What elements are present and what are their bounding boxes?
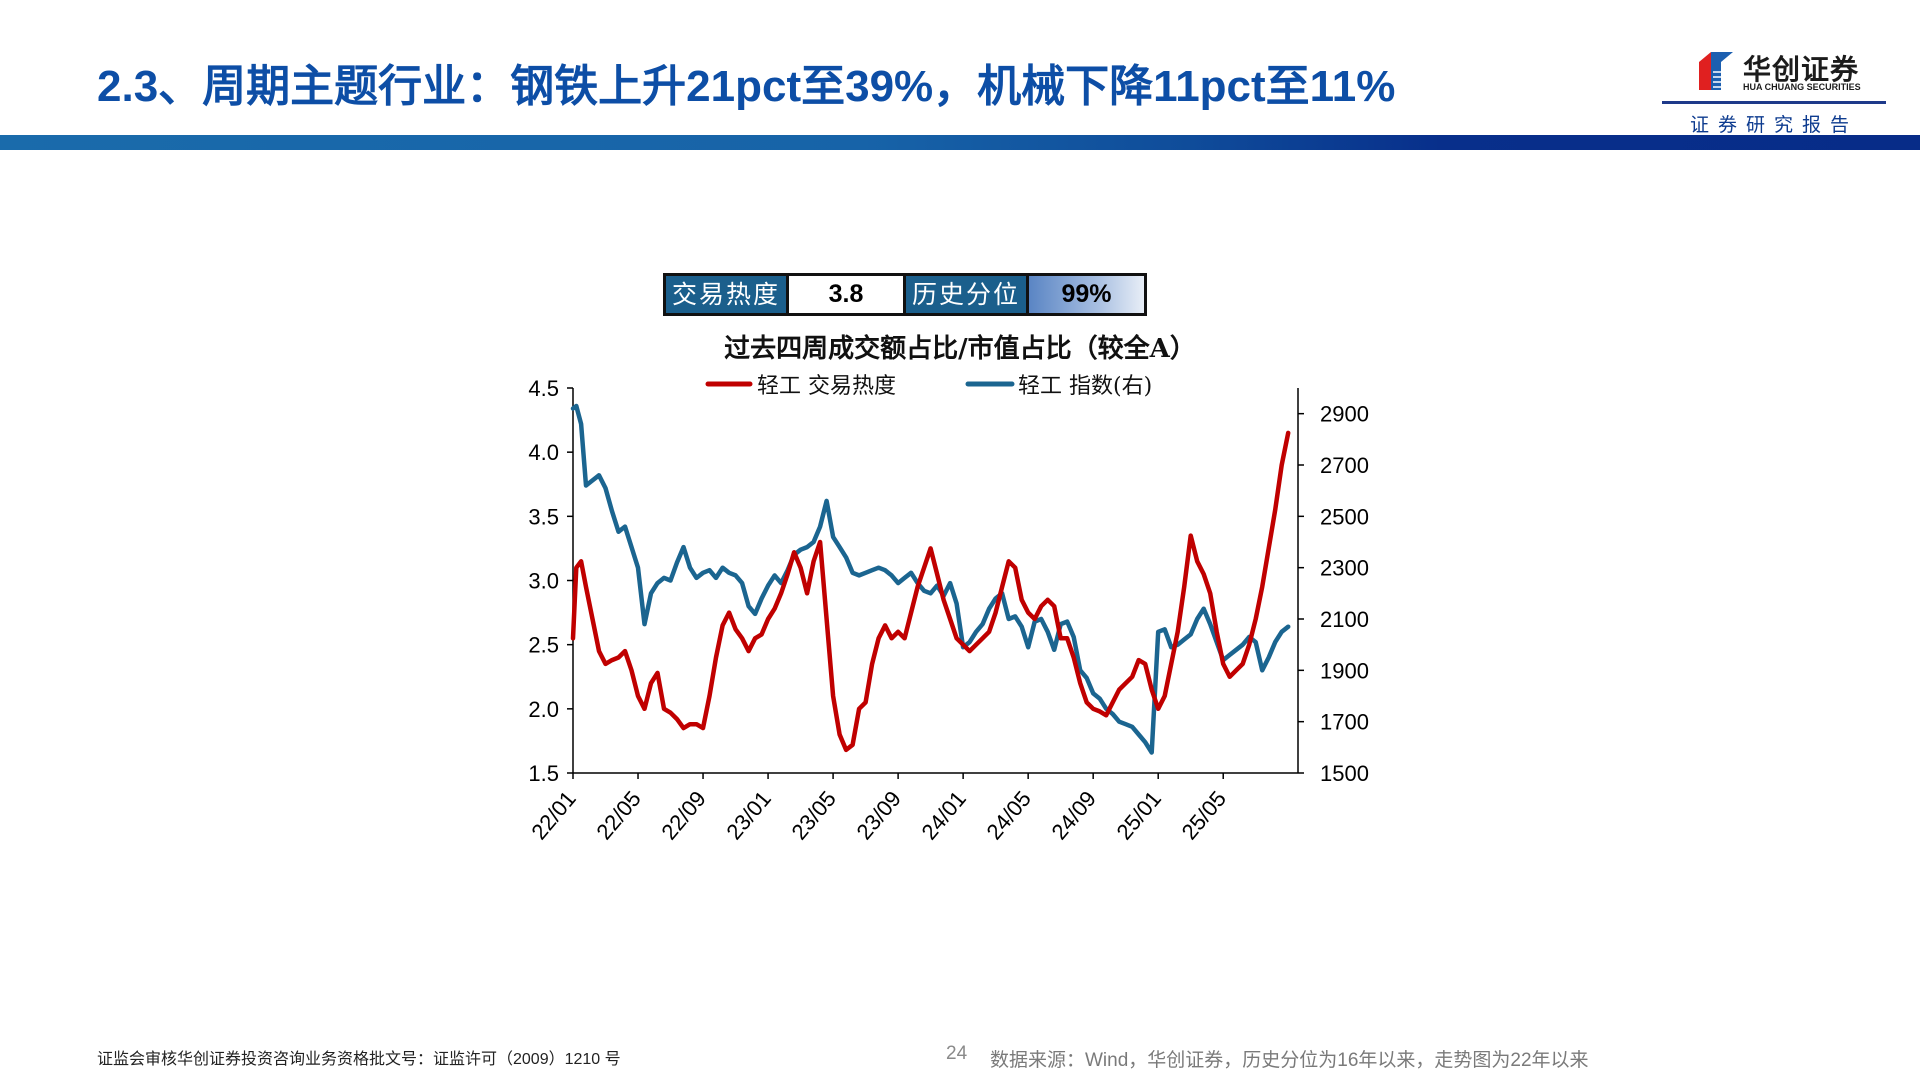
y-tick-label-right: 2500 — [1320, 504, 1369, 529]
heat-value: 3.8 — [786, 276, 906, 313]
metric-table: 交易热度 3.8 历史分位 99% — [663, 273, 1147, 316]
y-tick-label-left: 3.5 — [528, 504, 559, 529]
y-tick-label-right: 2700 — [1320, 453, 1369, 478]
x-tick-label: 22/01 — [526, 786, 581, 844]
chart-title: 过去四周成交额占比/市值占比（较全A） — [724, 334, 1196, 364]
y-tick-label-right: 1700 — [1320, 710, 1369, 735]
chart-legend: 轻工 交易热度 轻工 指数(右) — [705, 374, 1152, 399]
y-tick-label-left: 2.0 — [528, 697, 559, 722]
report-type-label: 证券研究报告 — [1690, 114, 1859, 136]
series-line-index — [570, 403, 1291, 755]
y-tick-label-left: 3.0 — [528, 569, 559, 594]
x-tick-label: 24/05 — [981, 786, 1036, 844]
legend-label-heat: 轻工 交易热度 — [757, 374, 896, 399]
chart-lines — [570, 403, 1291, 755]
license-note: 证监会审核华创证券投资咨询业务资格批文号：证监许可（2009）1210 号 — [97, 1051, 621, 1068]
y-tick-label-left: 4.0 — [528, 440, 559, 465]
header-banner — [0, 135, 1920, 150]
logo-divider — [1662, 101, 1886, 104]
y-tick-label-right: 2900 — [1320, 402, 1369, 427]
chart-axes: 1.5 2.0 2.5 3.0 3.5 4.0 4.5 1500 1700 1900 2100 230… — [526, 376, 1369, 844]
y-tick-label-left: 4.5 — [528, 376, 559, 401]
company-logo: 华创证券 HUA CHUANG SECURITIES — [1695, 48, 1875, 98]
y-tick-label-right: 1500 — [1320, 761, 1369, 786]
y-tick-label-left: 2.5 — [528, 633, 559, 658]
logo-chinese-name: 华创证券 — [1743, 54, 1860, 85]
y-tick-label-right: 1900 — [1320, 658, 1369, 683]
x-tick-label: 24/09 — [1046, 786, 1101, 844]
x-tick-label: 25/05 — [1177, 786, 1232, 844]
x-tick-label: 22/09 — [656, 786, 711, 844]
y-tick-label-left: 1.5 — [528, 761, 559, 786]
x-tick-label: 22/05 — [591, 786, 646, 844]
page-title: 2.3、周期主题行业：钢铁上升21pct至39%，机械下降11pct至11% — [97, 62, 1396, 111]
x-tick-label: 23/09 — [851, 786, 906, 844]
y-tick-label-right: 2100 — [1320, 607, 1369, 632]
page-number: 24 — [946, 1043, 968, 1064]
logo-english-name: HUA CHUANG SECURITIES — [1743, 82, 1861, 92]
x-tick-label: 24/01 — [916, 786, 971, 844]
x-tick-label: 23/05 — [786, 786, 841, 844]
x-tick-label: 25/01 — [1111, 786, 1166, 844]
heat-label: 交易热度 — [666, 276, 786, 313]
percentile-label: 历史分位 — [906, 276, 1026, 313]
y-tick-label-right: 2300 — [1320, 556, 1369, 581]
percentile-value: 99% — [1026, 276, 1144, 313]
series-line-heat — [570, 430, 1291, 753]
huachuang-logo-icon — [1699, 52, 1733, 90]
x-tick-label: 23/01 — [721, 786, 776, 844]
data-source-note: 数据来源：Wind，华创证券，历史分位为16年以来，走势图为22年以来 — [990, 1050, 1589, 1071]
legend-label-index: 轻工 指数(右) — [1018, 374, 1152, 399]
